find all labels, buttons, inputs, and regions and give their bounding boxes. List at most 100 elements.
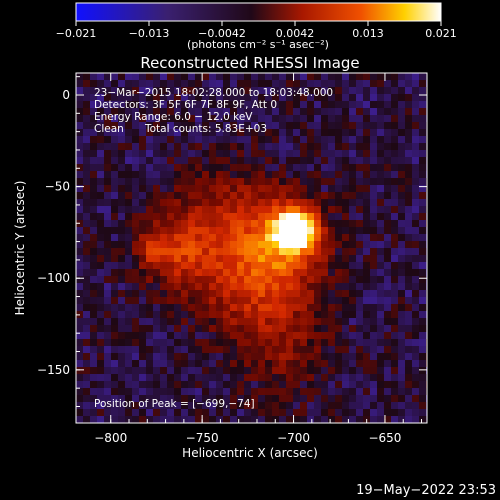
heatmap-cell [370,108,378,116]
heatmap-cell [391,318,399,326]
heatmap-cell [314,318,322,326]
heatmap-cell [146,367,154,375]
heatmap-cell [314,255,322,263]
heatmap-cell [195,318,203,326]
heatmap-cell [349,80,357,88]
heatmap-cell [251,80,259,88]
heatmap-cell [111,171,119,179]
heatmap-cell [174,360,182,368]
heatmap-cell [335,136,343,144]
heatmap-cell [146,206,154,214]
heatmap-cell [132,304,140,312]
heatmap-cell [272,262,280,270]
heatmap-cell [307,115,315,123]
heatmap-cell [90,108,98,116]
heatmap-cell [230,115,238,123]
heatmap-cell [104,143,112,151]
heatmap-cell [391,402,399,410]
heatmap-cell [279,339,287,347]
heatmap-cell [377,129,385,137]
heatmap-cell [174,80,182,88]
heatmap-cell [307,94,315,102]
heatmap-cell [202,339,210,347]
heatmap-cell [90,248,98,256]
heatmap-cell [419,213,427,221]
heatmap-cell [335,409,343,417]
heatmap-cell [342,346,350,354]
heatmap-cell [202,164,210,172]
heatmap-cell [307,318,315,326]
heatmap-cell [328,255,336,263]
heatmap-cell [195,192,203,200]
heatmap-cell [272,402,280,410]
heatmap-cell [412,115,420,123]
heatmap-cell [377,94,385,102]
heatmap-cell [258,360,266,368]
heatmap-cell [83,206,91,214]
heatmap-cell [342,332,350,340]
heatmap-cell [174,157,182,165]
heatmap-cell [230,164,238,172]
heatmap-cell [167,213,175,221]
heatmap-cell [272,115,280,123]
heatmap-cell [377,409,385,417]
heatmap-cell [293,304,301,312]
heatmap-cell [377,339,385,347]
heatmap-cell [230,206,238,214]
heatmap-cell [174,136,182,144]
heatmap-cell [181,304,189,312]
heatmap-cell [293,262,301,270]
heatmap-cell [314,199,322,207]
heatmap-cell [384,353,392,361]
heatmap-cell [132,318,140,326]
heatmap-cell [223,164,231,172]
heatmap-cell [314,220,322,228]
heatmap-cell [97,150,105,158]
heatmap-cell [167,304,175,312]
heatmap-cell [244,311,252,319]
heatmap-cell [293,115,301,123]
heatmap-cell [181,325,189,333]
heatmap-cell [195,409,203,417]
heatmap-cell [377,80,385,88]
heatmap-cell [223,73,231,81]
heatmap-cell [363,318,371,326]
heatmap-cell [377,297,385,305]
heatmap-cell [97,80,105,88]
heatmap-cell [272,311,280,319]
heatmap-cell [118,234,126,242]
heatmap-cell [293,220,301,228]
heatmap-cell [125,262,133,270]
heatmap-cell [349,290,357,298]
heatmap-cell [104,290,112,298]
heatmap-cell [209,192,217,200]
heatmap-cell [363,388,371,396]
heatmap-cell [335,94,343,102]
heatmap-cell [419,402,427,410]
heatmap-cell [363,164,371,172]
heatmap-cell [293,290,301,298]
heatmap-cell [181,409,189,417]
heatmap-cell [370,213,378,221]
heatmap-cell [118,178,126,186]
heatmap-cell [188,269,196,277]
heatmap-cell [153,325,161,333]
heatmap-cell [342,311,350,319]
heatmap-cell [202,115,210,123]
heatmap-cell [286,199,294,207]
heatmap-cell [321,325,329,333]
heatmap-cell [209,311,217,319]
heatmap-cell [363,409,371,417]
heatmap-cell [377,199,385,207]
heatmap-cell [405,178,413,186]
heatmap-cell [104,304,112,312]
heatmap-cell [419,276,427,284]
heatmap-cell [251,255,259,263]
heatmap-cell [356,360,364,368]
heatmap-cell [356,269,364,277]
heatmap-cell [391,80,399,88]
heatmap-cell [251,87,259,95]
heatmap-cell [272,171,280,179]
heatmap-cell [251,269,259,277]
heatmap-cell [377,87,385,95]
